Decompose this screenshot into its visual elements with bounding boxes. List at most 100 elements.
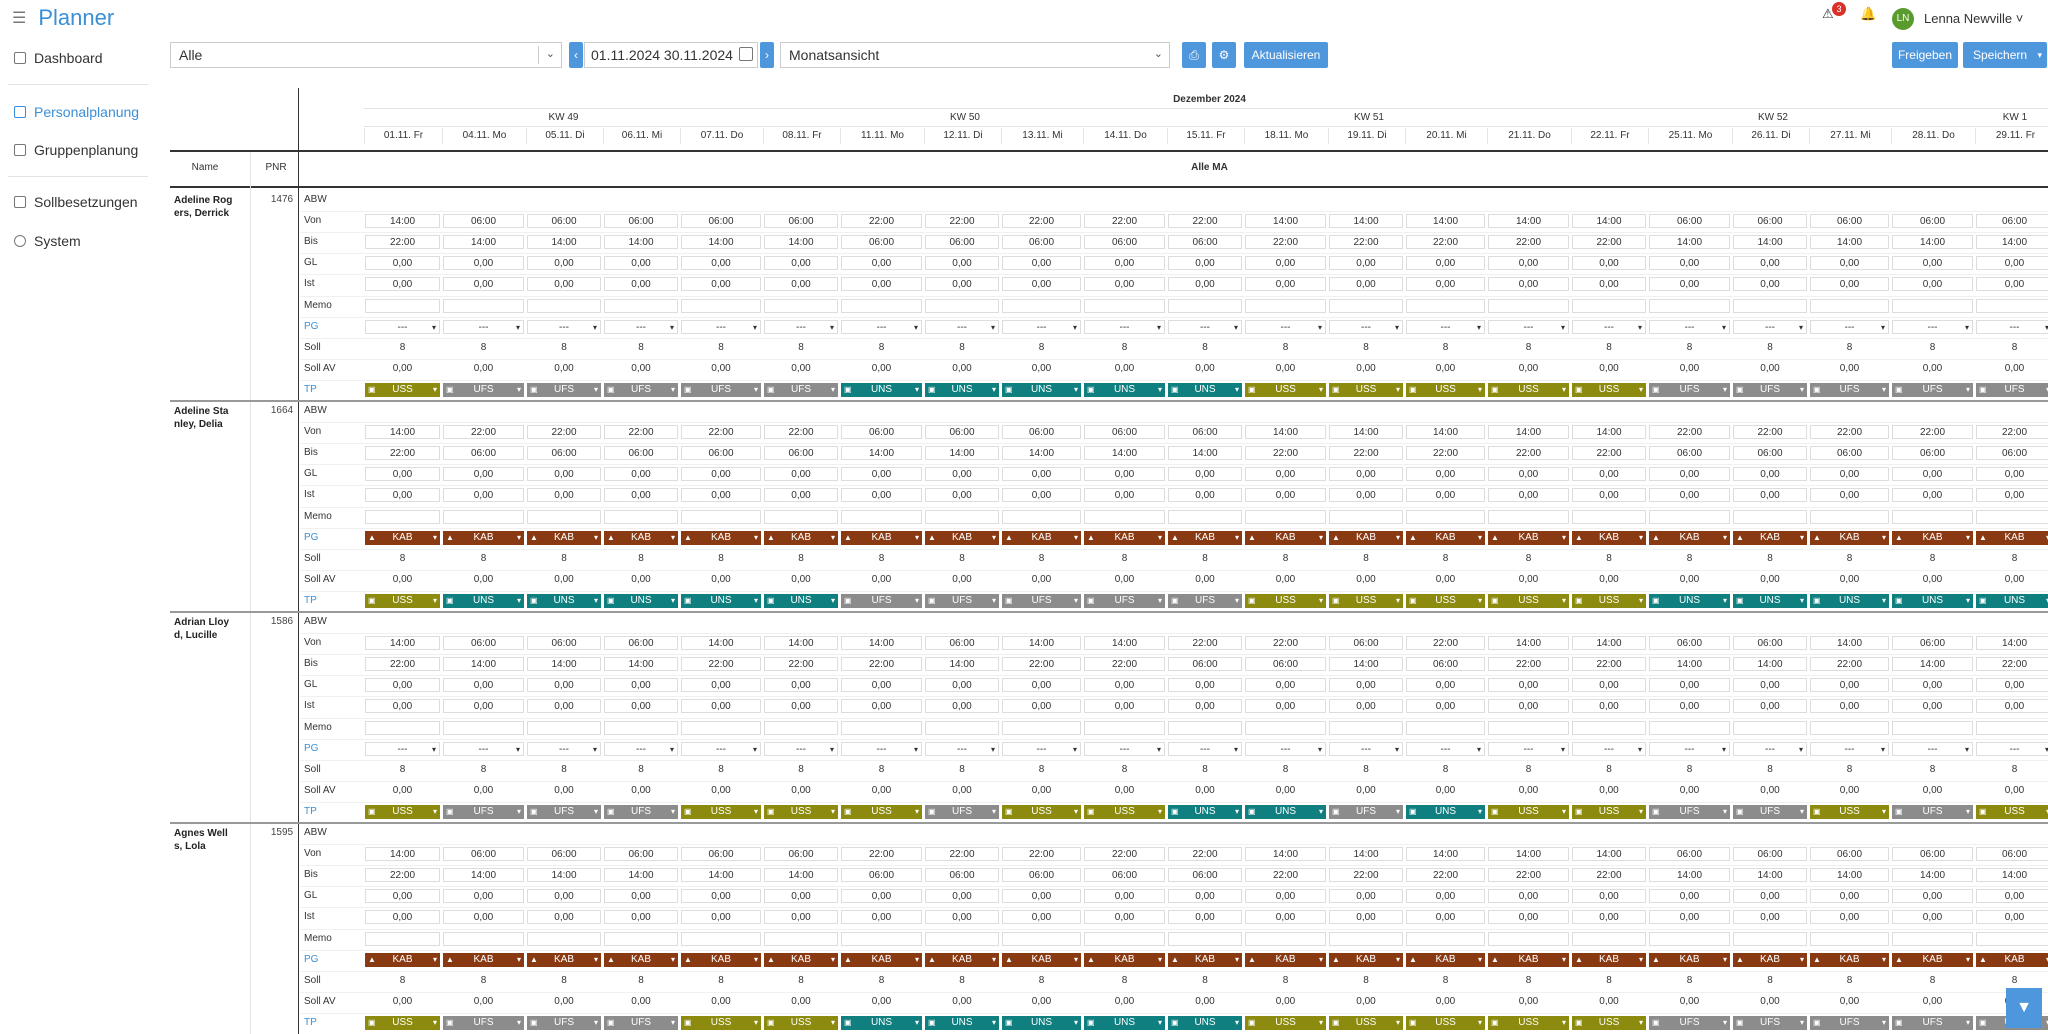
memo-field[interactable] [1002, 298, 1081, 313]
memo-field[interactable] [604, 931, 678, 946]
memo-field[interactable] [1406, 509, 1485, 524]
ist-field[interactable]: 0,00 [1084, 277, 1165, 292]
shift-start-field[interactable]: 06:00 [1733, 214, 1807, 229]
pg-select[interactable]: --- ▾ [1084, 741, 1165, 756]
ist-field[interactable]: 0,00 [1976, 699, 2048, 714]
ist-field[interactable]: 0,00 [1245, 488, 1326, 503]
gl-field[interactable]: 0,00 [1002, 889, 1081, 904]
pg-select[interactable]: ▲ KAB ▾ [604, 952, 678, 967]
tp-select[interactable]: ▣ UFS ▾ [1002, 593, 1081, 608]
pg-select[interactable]: ▲ KAB ▾ [1892, 952, 1973, 967]
pg-select[interactable]: --- ▾ [604, 741, 678, 756]
shift-start-field[interactable]: 06:00 [1976, 214, 2048, 229]
gl-field[interactable]: 0,00 [925, 678, 999, 693]
shift-end-field[interactable]: 22:00 [365, 868, 440, 883]
memo-field[interactable] [1572, 509, 1646, 524]
ist-field[interactable]: 0,00 [764, 699, 838, 714]
pg-select[interactable]: ▲ KAB ▾ [925, 952, 999, 967]
gl-field[interactable]: 0,00 [1892, 889, 1973, 904]
shift-end-field[interactable]: 22:00 [1572, 657, 1646, 672]
pg-select[interactable]: ▲ KAB ▾ [764, 530, 838, 545]
memo-field[interactable] [1892, 931, 1973, 946]
tp-select[interactable]: ▣ UNS ▾ [681, 593, 761, 608]
shift-start-field[interactable]: 14:00 [764, 636, 838, 651]
ist-field[interactable]: 0,00 [1733, 699, 1807, 714]
pg-select[interactable]: --- ▾ [1002, 741, 1081, 756]
shift-start-field[interactable]: 14:00 [841, 636, 922, 651]
shift-end-field[interactable]: 14:00 [604, 868, 678, 883]
gl-field[interactable]: 0,00 [1976, 467, 2048, 482]
tp-select[interactable]: ▣ UFS ▾ [1810, 1015, 1889, 1030]
gl-field[interactable]: 0,00 [1976, 889, 2048, 904]
shift-end-field[interactable]: 14:00 [1892, 235, 1973, 250]
pg-select[interactable]: --- ▾ [841, 741, 922, 756]
tp-select[interactable]: ▣ UNS ▾ [604, 593, 678, 608]
shift-end-field[interactable]: 06:00 [1002, 868, 1081, 883]
gl-field[interactable]: 0,00 [925, 889, 999, 904]
tp-select[interactable]: ▣ UNS ▾ [1084, 382, 1165, 397]
ist-field[interactable]: 0,00 [443, 910, 524, 925]
shift-end-field[interactable]: 14:00 [925, 657, 999, 672]
pg-select[interactable]: ▲ KAB ▾ [681, 952, 761, 967]
memo-field[interactable] [1810, 931, 1889, 946]
memo-field[interactable] [1572, 931, 1646, 946]
memo-field[interactable] [1168, 931, 1242, 946]
tp-select[interactable]: ▣ USS ▾ [365, 593, 440, 608]
pg-select[interactable]: --- ▾ [764, 319, 838, 334]
gl-field[interactable]: 0,00 [1572, 889, 1646, 904]
shift-start-field[interactable]: 06:00 [604, 636, 678, 651]
gl-field[interactable]: 0,00 [1649, 678, 1730, 693]
pg-select[interactable]: --- ▾ [1084, 319, 1165, 334]
shift-start-field[interactable]: 22:00 [1002, 214, 1081, 229]
pg-select[interactable]: ▲ KAB ▾ [841, 530, 922, 545]
tp-select[interactable]: ▣ USS ▾ [764, 804, 838, 819]
shift-start-field[interactable]: 06:00 [527, 636, 601, 651]
memo-field[interactable] [527, 509, 601, 524]
sidebar-item-gruppenplanung[interactable]: Gruppenplanung [0, 134, 152, 166]
shift-end-field[interactable]: 14:00 [1810, 868, 1889, 883]
shift-end-field[interactable]: 14:00 [1733, 657, 1807, 672]
gl-field[interactable]: 0,00 [527, 678, 601, 693]
memo-field[interactable] [1168, 298, 1242, 313]
pg-select[interactable]: ▲ KAB ▾ [1329, 952, 1403, 967]
shift-end-field[interactable]: 14:00 [443, 868, 524, 883]
tp-select[interactable]: ▣ USS ▾ [1329, 382, 1403, 397]
shift-end-field[interactable]: 06:00 [1084, 868, 1165, 883]
tp-select[interactable]: ▣ UNS ▾ [841, 1015, 922, 1030]
gl-field[interactable]: 0,00 [1976, 256, 2048, 271]
gl-field[interactable]: 0,00 [1245, 889, 1326, 904]
ist-field[interactable]: 0,00 [764, 277, 838, 292]
pg-select[interactable]: --- ▾ [1976, 319, 2048, 334]
tp-select[interactable]: ▣ UNS ▾ [1168, 804, 1242, 819]
ist-field[interactable]: 0,00 [1649, 277, 1730, 292]
tp-select[interactable]: ▣ UFS ▾ [1649, 382, 1730, 397]
pg-select[interactable]: --- ▾ [1733, 319, 1807, 334]
shift-start-field[interactable]: 06:00 [604, 847, 678, 862]
shift-end-field[interactable]: 22:00 [365, 446, 440, 461]
memo-field[interactable] [841, 931, 922, 946]
shift-start-field[interactable]: 22:00 [1733, 425, 1807, 440]
shift-start-field[interactable]: 22:00 [681, 425, 761, 440]
shift-end-field[interactable]: 22:00 [841, 657, 922, 672]
tp-select[interactable]: ▣ UFS ▾ [1649, 804, 1730, 819]
shift-end-field[interactable]: 22:00 [1488, 868, 1569, 883]
shift-start-field[interactable]: 06:00 [1649, 214, 1730, 229]
tp-select[interactable]: ▣ UNS ▾ [1976, 593, 2048, 608]
shift-end-field[interactable]: 22:00 [1976, 657, 2048, 672]
ist-field[interactable]: 0,00 [365, 910, 440, 925]
gl-field[interactable]: 0,00 [764, 889, 838, 904]
gl-field[interactable]: 0,00 [1084, 889, 1165, 904]
shift-end-field[interactable]: 06:00 [1245, 657, 1326, 672]
tp-select[interactable]: ▣ UFS ▾ [1084, 593, 1165, 608]
pg-select[interactable]: ▲ KAB ▾ [1976, 530, 2048, 545]
sidebar-item-dashboard[interactable]: Dashboard [0, 42, 152, 74]
pg-select[interactable]: --- ▾ [764, 741, 838, 756]
pg-select[interactable]: --- ▾ [1245, 319, 1326, 334]
tp-select[interactable]: ▣ UFS ▾ [681, 382, 761, 397]
memo-field[interactable] [1084, 509, 1165, 524]
shift-start-field[interactable]: 22:00 [925, 847, 999, 862]
ist-field[interactable]: 0,00 [1168, 910, 1242, 925]
shift-end-field[interactable]: 06:00 [527, 446, 601, 461]
shift-end-field[interactable]: 06:00 [1976, 446, 2048, 461]
shift-start-field[interactable]: 06:00 [841, 425, 922, 440]
